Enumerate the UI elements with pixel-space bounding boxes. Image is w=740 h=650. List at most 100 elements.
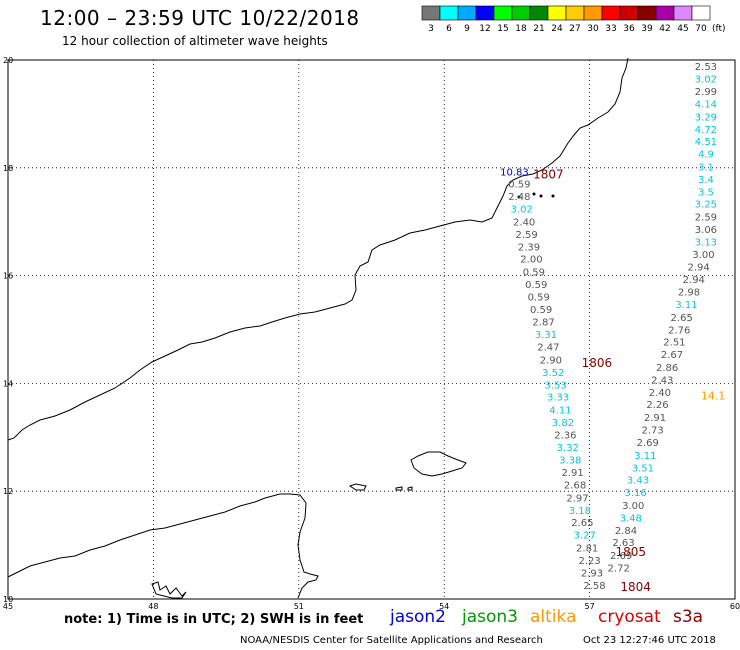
- track-dot: [517, 195, 521, 199]
- wave-height-value: 3.16: [625, 488, 647, 499]
- x-tick-label: 45: [3, 602, 13, 611]
- wave-height-value: 4.14: [695, 99, 717, 110]
- wave-height-value: 2.51: [663, 338, 685, 349]
- legend-label: 33: [605, 24, 616, 34]
- wave-height-value: 2.59: [515, 230, 537, 241]
- wave-height-value: 3.43: [627, 476, 649, 487]
- credit-line: NOAA/NESDIS Center for Satellite Applica…: [240, 635, 543, 646]
- legend-label: 3: [428, 24, 434, 34]
- wave-height-value: 2.98: [678, 288, 700, 299]
- satellite-jason2-label: jason2: [390, 607, 446, 627]
- legend-label: 70: [695, 24, 707, 34]
- wave-height-value: 3.25: [695, 200, 717, 211]
- wave-height-value: 0.59: [528, 292, 550, 303]
- wave-height-value: 3.82: [552, 418, 574, 429]
- legend-swatch: [565, 5, 585, 21]
- wave-height-value: 0.59: [525, 280, 547, 291]
- legend-swatch: [691, 5, 711, 21]
- wave-height-value: 2.69: [610, 551, 632, 562]
- wave-height-value: 4.9: [698, 150, 714, 161]
- wave-height-value: 3.52: [542, 368, 564, 379]
- legend-label: 9: [464, 24, 470, 34]
- pass-time-labels: 1807 1806 1805 1804: [533, 168, 651, 594]
- wave-height-value: 4.11: [549, 406, 571, 417]
- wave-height-value: 2.63: [612, 538, 634, 549]
- coastline-arabia: [7, 57, 629, 441]
- wave-height-value: 3.48: [620, 513, 642, 524]
- legend-swatch: [547, 5, 567, 21]
- y-tick-label: 12: [3, 487, 13, 496]
- wave-height-value: 3.27: [574, 531, 596, 542]
- wave-height-value: 3.32: [557, 443, 579, 454]
- legend-swatch: [421, 5, 441, 21]
- wave-height-value: 3.18: [569, 506, 591, 517]
- pass-time-label: 1806: [582, 356, 613, 370]
- legend-swatch: [511, 5, 531, 21]
- legend-label: 12: [479, 24, 490, 34]
- wave-height-value: 3.31: [535, 330, 557, 341]
- wave-height-value: 3.06: [695, 225, 717, 236]
- wave-height-value: 2.90: [540, 355, 562, 366]
- legend-label: 42: [659, 24, 670, 34]
- wave-height-value: 2.40: [513, 217, 535, 228]
- legend-swatch: [601, 5, 621, 21]
- wave-height-value: 3.38: [559, 456, 581, 467]
- map-subtitle: 12 hour collection of altimeter wave hei…: [62, 34, 328, 48]
- legend-label: 18: [515, 24, 527, 34]
- wave-height-value: 2.48: [508, 192, 530, 203]
- wave-height-value: 3.02: [695, 75, 717, 86]
- wave-height-value: 3.11: [634, 451, 656, 462]
- legend-swatch: [673, 5, 693, 21]
- wave-height-value: 2.59: [695, 213, 717, 224]
- wave-height-value: 2.81: [576, 544, 598, 555]
- legend-label: 39: [641, 24, 653, 34]
- wave-height-value: 2.99: [695, 87, 717, 98]
- wave-height-value: 2.00: [520, 255, 542, 266]
- coastline-somalia: [7, 493, 319, 599]
- wave-height-value: 2.91: [644, 413, 666, 424]
- legend-swatch: [583, 5, 603, 21]
- wave-height-value: 3.53: [545, 380, 567, 391]
- wave-height-value: 2.68: [564, 481, 586, 492]
- legend-label: 36: [623, 24, 635, 34]
- wave-height-value: 3.4: [698, 175, 714, 186]
- y-tick-label: 18: [3, 164, 13, 173]
- island-socotra: [410, 451, 467, 477]
- wave-height-value: 3.00: [692, 250, 714, 261]
- island-darsah: [407, 486, 413, 491]
- legend-swatch: [493, 5, 513, 21]
- island-samhah: [395, 486, 403, 491]
- pass-time-label: 1804: [620, 580, 651, 594]
- legend-label: 30: [587, 24, 599, 34]
- footer-note: note: 1) Time is in UTC; 2) SWH is in fe…: [64, 612, 364, 627]
- track-dot: [532, 192, 536, 196]
- legend-label: 15: [497, 24, 508, 34]
- x-tick-label: 60: [730, 602, 740, 611]
- satellite-jason3-label: jason3: [462, 607, 518, 627]
- legend-swatch: [619, 5, 639, 21]
- wave-height-value: 2.97: [566, 493, 588, 504]
- legend-swatch: [475, 5, 495, 21]
- legend-label: 24: [551, 24, 563, 34]
- y-tick-label: 16: [3, 272, 13, 281]
- wave-height-value: 2.23: [578, 556, 600, 567]
- track-start-dots: [517, 192, 555, 199]
- wave-height-value: 2.26: [646, 400, 668, 411]
- legend-swatch: [529, 5, 549, 21]
- wave-height-value: 0.59: [523, 268, 545, 279]
- x-tick-label: 51: [294, 602, 304, 611]
- track-dot: [551, 194, 555, 198]
- legend-unit: (ft): [712, 24, 726, 34]
- map-frame: [7, 59, 736, 600]
- wave-height-value: 2.39: [518, 242, 540, 253]
- wave-height-value: 2.58: [583, 581, 605, 592]
- pass-time-label: 1805: [616, 545, 647, 559]
- wave-height-value: 3.51: [632, 463, 654, 474]
- wave-height-value: 2.65: [571, 518, 593, 529]
- legend-label: 21: [533, 24, 544, 34]
- wave-height-value: 2.73: [641, 426, 663, 437]
- y-tick-label: 20: [3, 56, 13, 65]
- wave-height-value: 0.59: [530, 305, 552, 316]
- wave-height-value: 3.29: [695, 112, 717, 123]
